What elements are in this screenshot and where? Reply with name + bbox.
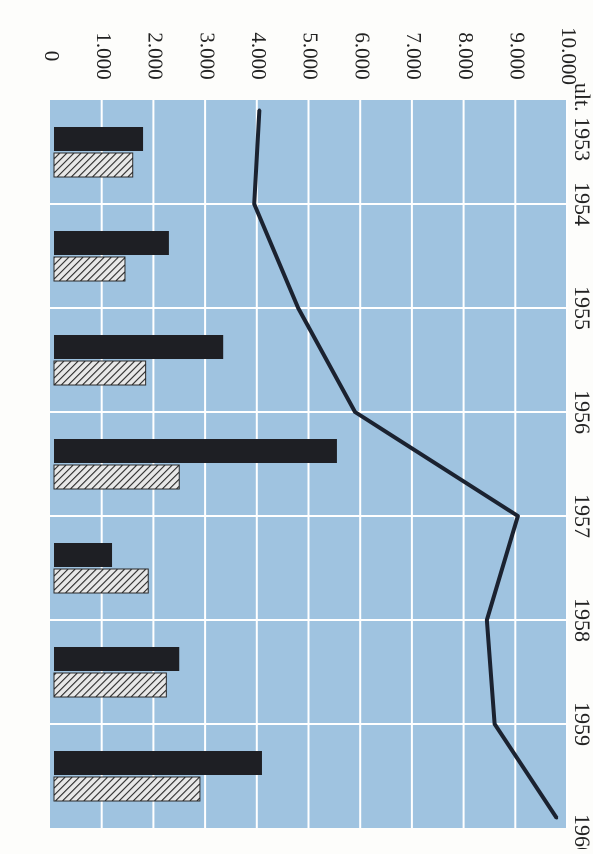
bar-solid	[54, 439, 337, 463]
bar-hatched	[53, 152, 134, 178]
bar-hatched	[53, 776, 201, 802]
bar-solid	[54, 543, 113, 567]
line-point	[493, 722, 497, 726]
bar-solid	[54, 751, 262, 775]
bar-hatched	[53, 568, 149, 594]
category-tick-label: 1956	[570, 390, 593, 434]
value-tick-label: 6.000	[350, 32, 374, 79]
value-tick-label: 10.000	[557, 27, 581, 85]
bar-solid	[54, 335, 224, 359]
value-tick-label: 7.000	[402, 32, 426, 79]
category-tick-label: 1957	[570, 494, 593, 538]
line-series	[252, 109, 559, 820]
line-point	[555, 816, 559, 820]
bar-solid	[54, 647, 180, 671]
category-tick-label: 1959	[570, 702, 593, 746]
value-tick-label: 0	[40, 51, 64, 62]
value-tick-label: 2.000	[144, 32, 168, 79]
line-point	[485, 618, 489, 622]
bar-hatched	[53, 256, 126, 282]
category-tick-label: ult. 1953	[570, 83, 593, 161]
value-tick-label: 5.000	[299, 32, 323, 79]
bar-solid	[54, 127, 144, 151]
line-point	[516, 514, 520, 518]
line-point	[353, 410, 357, 414]
value-tick-label: 1.000	[92, 32, 116, 79]
line-point	[257, 108, 261, 112]
bar-hatched	[53, 464, 180, 490]
line-point	[252, 202, 256, 206]
value-tick-label: 3.000	[195, 32, 219, 79]
value-tick-label: 4.000	[247, 32, 271, 79]
bar-hatched	[53, 360, 147, 386]
bar-solid	[54, 231, 169, 255]
bar-hatched	[53, 672, 167, 698]
line-point	[296, 306, 300, 310]
value-tick-label: 8.000	[454, 32, 478, 79]
value-tick-label: 9.000	[505, 32, 529, 79]
category-tick-label: 1958	[570, 598, 593, 642]
category-tick-label: 1955	[570, 286, 593, 330]
category-tick-label: 1960	[570, 814, 593, 849]
category-tick-label: 1954	[570, 182, 593, 226]
